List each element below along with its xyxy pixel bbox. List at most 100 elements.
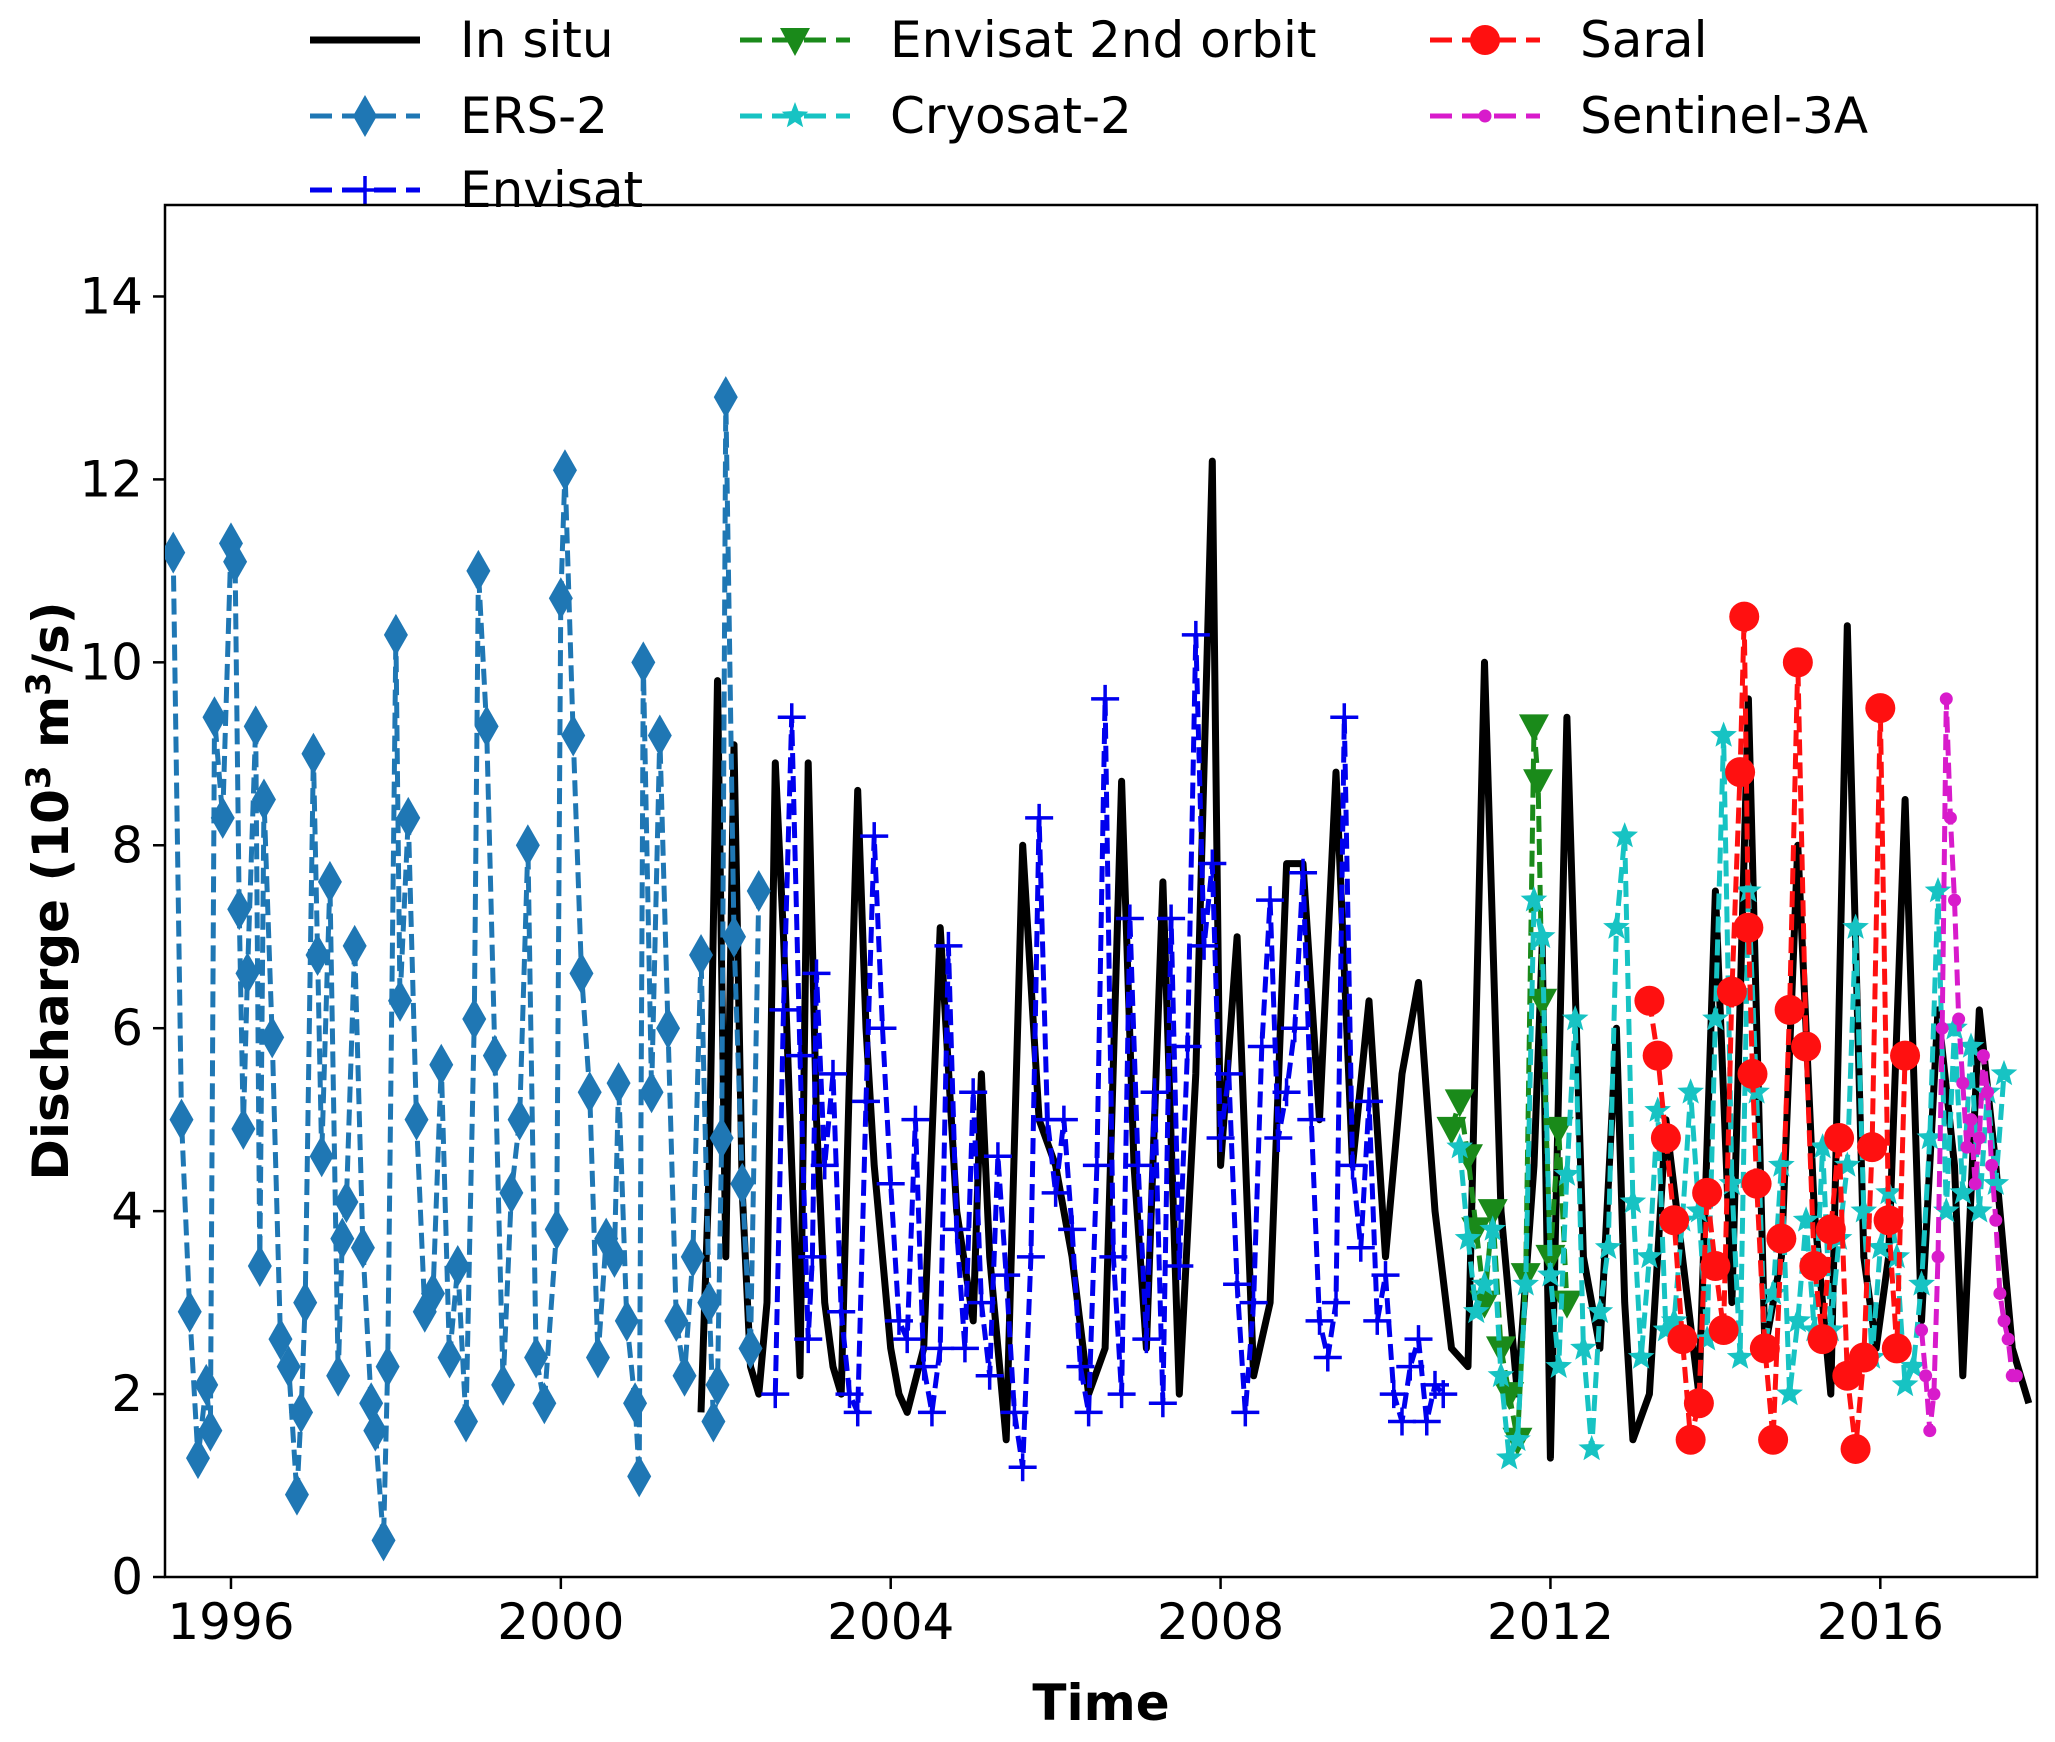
data-point <box>284 1473 309 1516</box>
data-point <box>260 1016 285 1059</box>
legend: In situ ERS-2 Envisat Envisat 2nd orbit Cryo… <box>310 11 1868 219</box>
data-point <box>524 1336 549 1379</box>
data-point <box>1952 1012 1966 1026</box>
data-point <box>647 714 672 757</box>
data-point <box>1939 692 1953 706</box>
data-point <box>794 1325 823 1354</box>
data-point <box>1132 1325 1161 1354</box>
data-point <box>185 1437 210 1480</box>
data-point <box>276 1345 301 1388</box>
data-point <box>317 860 342 903</box>
data-point <box>169 1098 194 1141</box>
y-tick-label: 2 <box>111 1365 143 1423</box>
data-point <box>1636 1242 1663 1269</box>
data-point <box>713 376 738 419</box>
data-point <box>1586 1297 1614 1324</box>
data-point <box>1157 904 1186 933</box>
data-point <box>1444 1089 1475 1118</box>
data-point <box>1935 1021 1949 1035</box>
data-point <box>1535 1244 1566 1273</box>
data-point <box>1908 1270 1935 1296</box>
data-point <box>1518 714 1549 743</box>
data-point <box>627 1455 652 1498</box>
data-point <box>1923 1424 1937 1438</box>
data-point <box>1850 1197 1878 1223</box>
data-point <box>631 641 656 684</box>
data-point <box>227 888 252 931</box>
y-tick-label: 4 <box>111 1182 143 1240</box>
data-point <box>1198 849 1227 878</box>
x-axis: 1996 2000 2004 2008 2012 2016 <box>167 1577 1944 1651</box>
data-point <box>1148 1389 1177 1418</box>
data-point <box>1008 1453 1037 1482</box>
data-point <box>1494 1382 1525 1411</box>
data-point <box>901 1105 930 1134</box>
data-point <box>1528 922 1556 949</box>
data-point <box>515 824 540 867</box>
y-tick-label: 6 <box>111 999 143 1057</box>
y-axis-label: Discharge (103 m3/s) <box>19 601 80 1180</box>
data-point <box>1165 1252 1194 1281</box>
data-point <box>1404 1325 1433 1354</box>
y-axis: 0 2 4 6 8 10 12 14 <box>79 267 165 1606</box>
data-point <box>1782 647 1813 678</box>
data-point <box>1867 1233 1894 1259</box>
data-point <box>1272 1078 1301 1107</box>
data-point <box>1873 1205 1904 1236</box>
legend-label: Saral <box>1580 11 1707 69</box>
data-point <box>1725 757 1756 788</box>
data-point <box>1545 1352 1572 1378</box>
data-point <box>1708 1315 1739 1346</box>
legend-entry-envisat-2nd-orbit: Envisat 2nd orbit <box>740 11 1316 69</box>
data-point <box>1520 886 1548 912</box>
data-point <box>1627 1343 1655 1369</box>
data-point <box>474 705 499 748</box>
legend-entry-ers-2: ERS-2 <box>310 87 608 145</box>
data-point <box>1231 1398 1260 1427</box>
data-point <box>2001 1332 2015 1346</box>
legend-marker <box>1478 109 1492 123</box>
data-point <box>1446 1133 1473 1159</box>
data-point <box>1264 1123 1293 1152</box>
x-axis-label: Time <box>1032 1674 1169 1732</box>
legend-marker <box>351 176 379 204</box>
data-point <box>1561 1005 1589 1031</box>
data-point <box>672 1354 697 1397</box>
data-point <box>548 577 573 620</box>
data-point <box>802 959 831 988</box>
data-point <box>1824 1122 1855 1153</box>
data-point <box>746 870 771 912</box>
data-point <box>1091 684 1120 713</box>
data-point <box>363 1409 388 1452</box>
data-point <box>1776 1380 1803 1406</box>
data-point <box>1916 1124 1944 1150</box>
data-point <box>388 979 413 1022</box>
data-point <box>1710 721 1737 747</box>
legend-label: Envisat 2nd orbit <box>890 11 1316 69</box>
data-point <box>177 1290 202 1333</box>
data-point <box>689 934 714 977</box>
data-point <box>198 1409 223 1452</box>
data-point <box>561 714 586 757</box>
data-point <box>810 1151 839 1180</box>
data-point <box>1495 1444 1523 1470</box>
series-line <box>1919 696 2017 1434</box>
data-point <box>1644 1096 1671 1122</box>
data-point <box>289 1391 314 1434</box>
legend-entry-sentinel-3a: Sentinel-3A <box>1430 87 1868 145</box>
data-point <box>1993 1286 2007 1300</box>
data-point <box>1173 1032 1202 1061</box>
data-point <box>1650 1122 1681 1153</box>
data-point <box>1642 1040 1673 1071</box>
data-point <box>202 696 227 739</box>
data-point <box>1523 769 1554 798</box>
data-point <box>1774 994 1805 1025</box>
series-ers-2 <box>165 376 771 1562</box>
data-point <box>235 952 260 995</box>
data-point <box>1700 1251 1731 1282</box>
legend-entry-in-situ: In situ <box>310 11 614 69</box>
data-point <box>1981 1085 1995 1099</box>
data-point <box>1768 1151 1795 1177</box>
data-point <box>330 1217 355 1260</box>
data-point <box>334 1180 359 1223</box>
